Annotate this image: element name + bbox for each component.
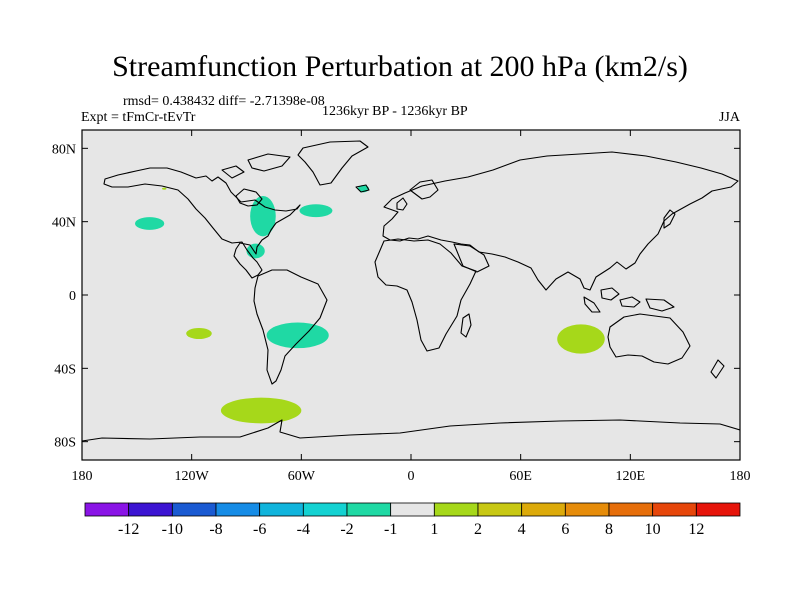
x-tick-label: 60W [288, 469, 316, 484]
colorbar-label: -1 [384, 521, 397, 538]
stats-text: rmsd= 0.438432 diff= -2.71398e-08 [123, 94, 325, 109]
colorbar-swatch [390, 502, 435, 517]
colorbar-label: 4 [518, 521, 526, 538]
colorbar-label: -2 [340, 521, 353, 538]
colorbar-swatch [259, 502, 304, 517]
y-tick-label: 80S [54, 436, 76, 451]
coastlines [82, 140, 740, 442]
y-tick-label: 40S [54, 362, 76, 377]
y-tick-label: 40N [52, 216, 76, 231]
colorbar-swatch [695, 502, 741, 517]
colorbar-swatch [521, 502, 566, 517]
x-tick-label: 120E [616, 469, 646, 484]
colorbar-label: 1 [430, 521, 438, 538]
x-axis: 180 120W 60W 0 60E 120E 180 [72, 130, 751, 484]
colorbar-label: 6 [561, 521, 569, 538]
colorbar-label: -8 [209, 521, 222, 538]
colorbar-swatch [564, 502, 610, 517]
colorbar-label: -6 [253, 521, 266, 538]
y-axis: 80N 40N 0 40S 80S [52, 142, 740, 451]
anomaly-layer [135, 185, 605, 424]
colorbar-label: 12 [688, 521, 704, 538]
x-tick-label: 180 [72, 469, 93, 484]
colorbar-swatch [652, 502, 697, 517]
colorbar-swatch [477, 502, 523, 517]
x-tick-label: 180 [730, 469, 751, 484]
colorbar-label: 2 [474, 521, 482, 538]
x-tick-label: 60E [509, 469, 532, 484]
anomaly-region-8 [220, 397, 302, 424]
colorbar-swatch [128, 502, 173, 517]
anomaly-region-0 [135, 217, 165, 230]
anomaly-region-2 [246, 243, 265, 259]
colorbar-label: -4 [297, 521, 310, 538]
colorbar-swatch [346, 502, 392, 517]
colorbar-label: -12 [118, 521, 139, 538]
anomaly-region-1 [250, 196, 276, 237]
x-tick-label: 120W [175, 469, 210, 484]
colorbar-swatch [608, 502, 654, 517]
y-tick-label: 80N [52, 142, 76, 157]
y-tick-label: 0 [69, 289, 76, 304]
experiment-label: Expt = tFmCr-tEvTr [81, 110, 196, 125]
colorbar-swatch [433, 502, 479, 517]
anomaly-region-7 [557, 324, 605, 354]
map-background [82, 130, 740, 460]
season-label: JJA [718, 110, 740, 125]
colorbar-swatch [84, 502, 130, 517]
anomaly-region-9 [162, 187, 167, 190]
colorbar-label: -10 [162, 521, 183, 538]
period-label: 1236kyr BP - 1236kyr BP [322, 104, 468, 119]
colorbar-swatch [171, 502, 217, 517]
anomaly-region-6 [186, 328, 212, 339]
map-title: Streamfunction Perturbation at 200 hPa (… [112, 50, 688, 83]
anomaly-region-3 [299, 204, 333, 218]
colorbar-label: 10 [645, 521, 661, 538]
anomaly-region-5 [266, 322, 329, 349]
x-tick-label: 0 [408, 469, 415, 484]
colorbar: -12 -10 -8 -6 -4 -2 -1 1 2 4 6 8 10 12 [84, 502, 741, 538]
colorbar-label: 8 [605, 521, 613, 538]
colorbar-swatch [215, 502, 261, 517]
colorbar-swatch [302, 502, 348, 517]
